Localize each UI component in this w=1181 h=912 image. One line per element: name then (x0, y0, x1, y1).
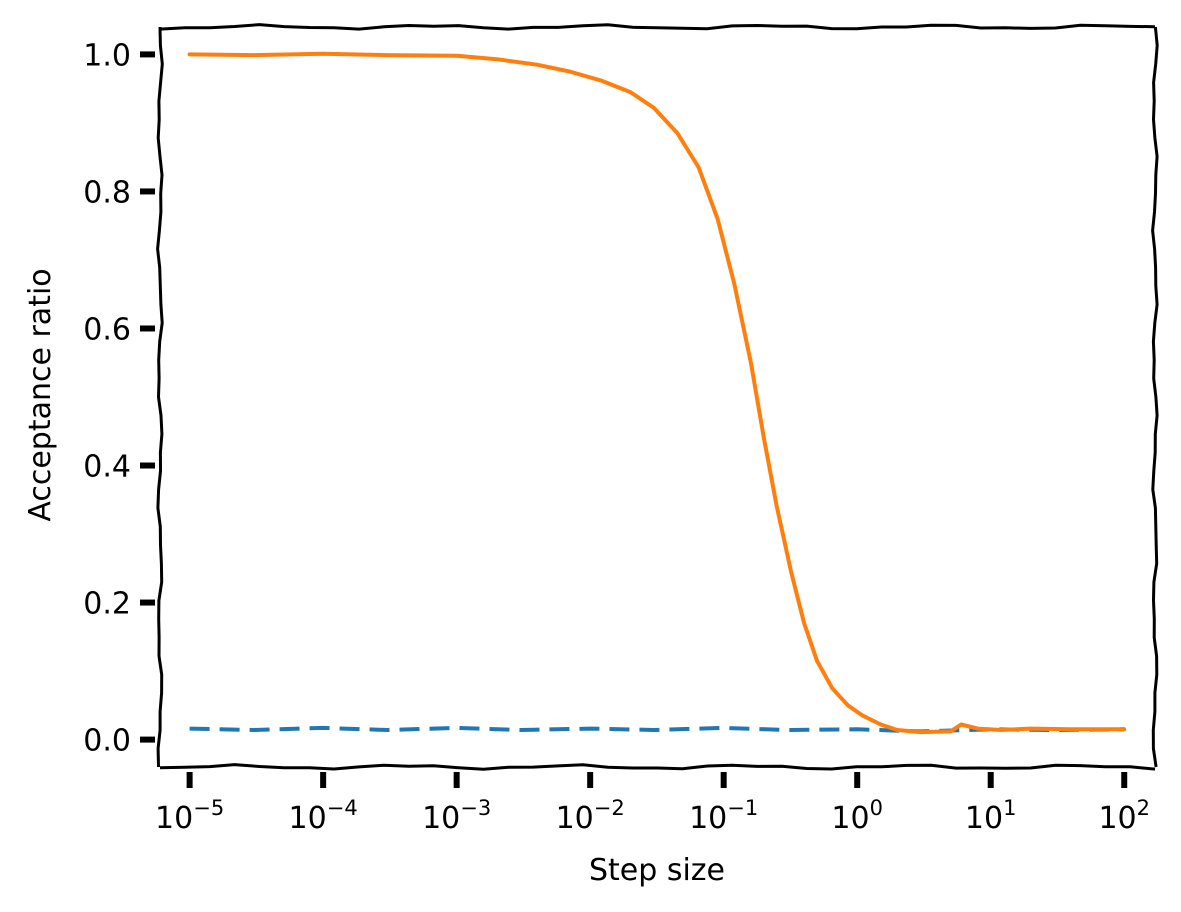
y-tick-label-0: 0.0 (83, 724, 131, 759)
y-tick-label-3: 0.6 (83, 312, 131, 347)
x-tick-label-2: 10−3 (422, 796, 491, 836)
x-axis-label: Step size (589, 853, 725, 888)
x-tick-label-6: 101 (965, 796, 1017, 836)
x-tick-label-5: 100 (831, 796, 883, 836)
x-axis-ticks: 10−5 10−4 10−3 10−2 10−1 100 101 102 (155, 772, 1150, 836)
frame-bottom (159, 763, 1156, 771)
x-tick-label-0: 10−5 (155, 796, 224, 836)
y-tick-label-2: 0.4 (83, 450, 131, 485)
x-tick-label-1: 10−4 (289, 796, 358, 836)
y-tick-label-5: 1.0 (83, 38, 131, 73)
frame-right (1151, 26, 1159, 768)
y-tick-label-4: 0.8 (83, 175, 131, 210)
frame-left (156, 26, 164, 768)
series-line-2 (187, 51, 1127, 735)
frame-top (159, 23, 1156, 31)
x-tick-label-4: 10−1 (689, 796, 758, 836)
series-line-1 (189, 725, 1125, 734)
y-axis-ticks: 0.0 0.2 0.4 0.6 0.8 1.0 (83, 38, 155, 759)
x-tick-label-7: 102 (1098, 796, 1150, 836)
x-tick-label-3: 10−2 (556, 796, 625, 836)
plot-frame (156, 23, 1159, 771)
y-tick-label-1: 0.2 (83, 587, 131, 622)
y-axis-label: Acceptance ratio (23, 268, 58, 521)
series-layer (187, 51, 1127, 735)
